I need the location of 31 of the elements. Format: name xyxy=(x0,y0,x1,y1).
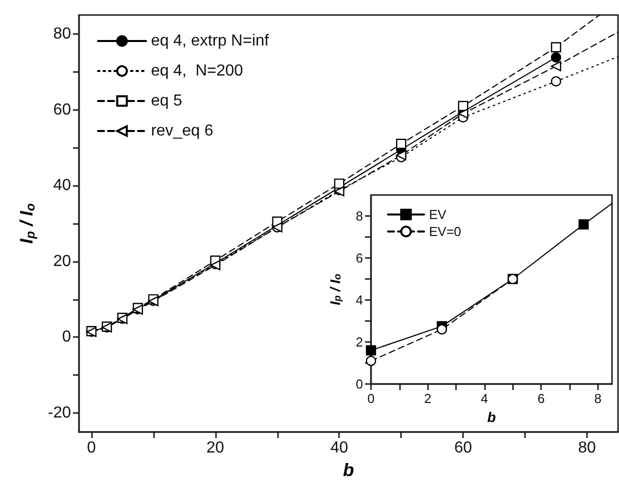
y-tick-label: 40 xyxy=(53,177,72,194)
x-tick-label: 4 xyxy=(480,391,488,406)
x-tick-label: 60 xyxy=(454,440,472,456)
y-tick-label: 2 xyxy=(356,334,363,350)
y-tick-label: 8 xyxy=(356,208,363,224)
y-tick-label: 20 xyxy=(53,252,72,270)
x-tick-label: 0 xyxy=(86,440,96,456)
x-axis-title: b xyxy=(343,460,354,480)
legend-label: EV=0 xyxy=(429,224,462,239)
x-tick-label: 20 xyxy=(206,440,224,456)
y-tick-label: 0 xyxy=(62,328,72,346)
legend-label: eq 4, N=200 xyxy=(151,62,244,80)
y-tick-label: 0 xyxy=(356,376,363,392)
legend-label: eq 5 xyxy=(151,92,182,110)
y-tick-label: 60 xyxy=(53,101,72,118)
x-tick-label: 6 xyxy=(538,391,545,406)
y-tick-label: 4 xyxy=(356,292,363,308)
x-tick-label: 80 xyxy=(578,440,596,456)
y-tick-label: 6 xyxy=(356,250,363,266)
y-axis-title: Ip / Io xyxy=(16,203,38,244)
legend-label: EV xyxy=(429,207,447,222)
y-tick-label: -20 xyxy=(48,404,72,422)
legend-label: rev_eq 6 xyxy=(151,122,214,140)
x-tick-label: 40 xyxy=(330,440,348,456)
x-tick-label: 8 xyxy=(594,391,602,406)
x-axis-title: b xyxy=(487,408,496,425)
x-tick-label: 0 xyxy=(367,391,375,406)
x-tick-label: 2 xyxy=(424,391,432,406)
y-axis-title: Ip / Io xyxy=(326,274,344,306)
y-tick-label: 80 xyxy=(53,25,72,42)
legend-label: eq 4, extrp N=inf xyxy=(151,32,270,50)
